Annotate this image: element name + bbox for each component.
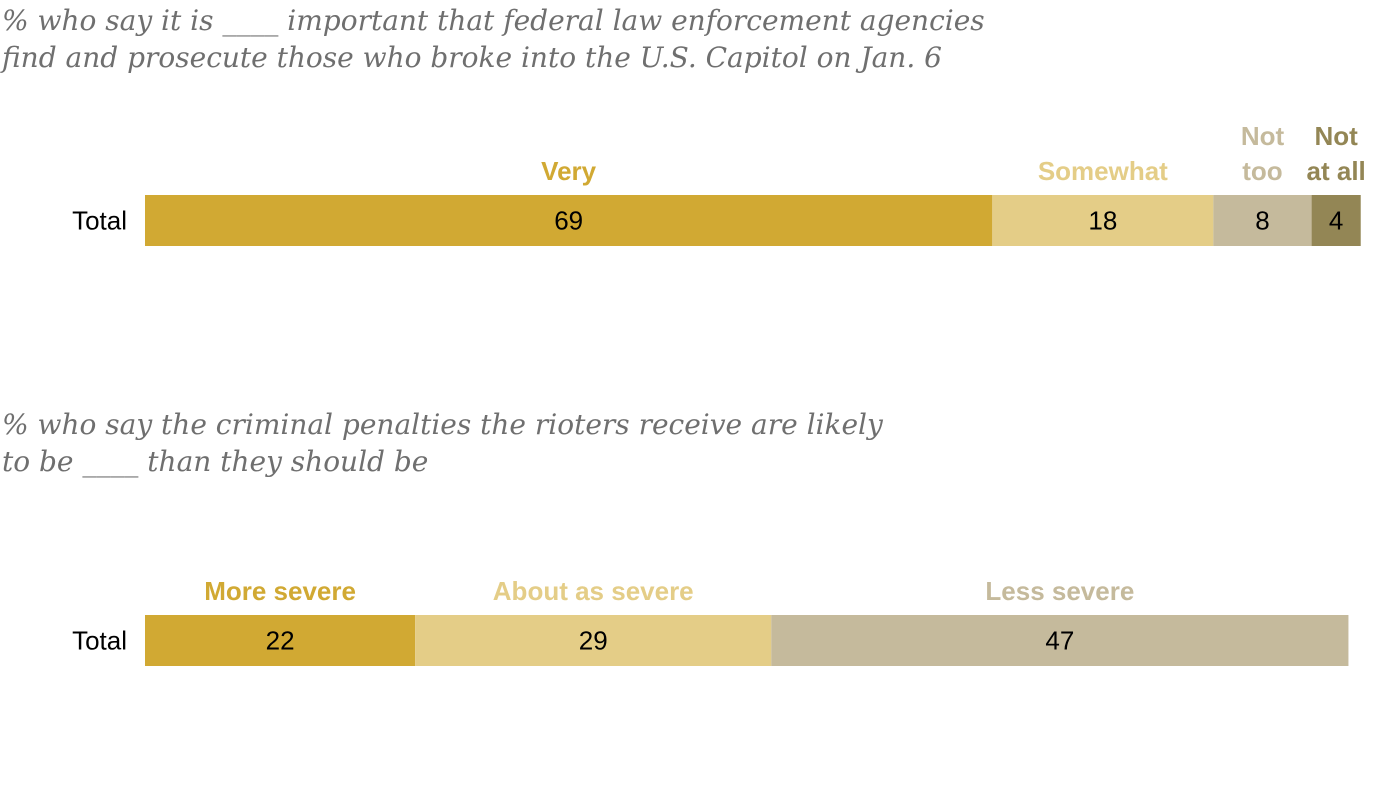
- bar-segment-more-severe: [145, 615, 416, 666]
- chart1-title-line2: find and prosecute those who broke into …: [2, 41, 942, 74]
- bar-segment-less-severe: [771, 615, 1349, 666]
- series-label-less-severe: Less severe: [985, 576, 1134, 606]
- series-label-very: Very: [541, 156, 596, 186]
- chart2-title-line2: to be ____ than they should be: [2, 445, 429, 478]
- chart2-title-line1: % who say the criminal penalties the rio…: [2, 408, 883, 441]
- bar-segment-not-too: [1213, 195, 1312, 246]
- row-label-total: Total: [72, 206, 127, 236]
- chart2-title: % who say the criminal penalties the rio…: [2, 406, 883, 480]
- chart2-stacked-bar: Total 22 More severe 29 About as severe 47 Les…: [72, 576, 1349, 666]
- data-label-not-too: 8: [1255, 206, 1269, 236]
- chart1-stacked-bar: Total 69 Very 18 Somewhat 8 Not too 4 Not at all: [72, 121, 1366, 246]
- series-label-more-severe: More severe: [204, 576, 356, 606]
- chart1-title-line1: % who say it is ____ important that fede…: [2, 4, 985, 37]
- data-label-about-as-severe: 29: [579, 626, 608, 656]
- data-label-less-severe: 47: [1045, 626, 1074, 656]
- chart1-title: % who say it is ____ important that fede…: [2, 2, 985, 76]
- series-label-about-as-severe: About as severe: [493, 576, 694, 606]
- series-label-not-at-all: Not at all: [1307, 121, 1366, 186]
- bar-segment-somewhat: [992, 195, 1214, 246]
- bar-segment-very: [145, 195, 993, 246]
- data-label-very: 69: [554, 206, 583, 236]
- data-label-not-at-all: 4: [1329, 206, 1343, 236]
- series-label-not-too: Not too: [1241, 121, 1285, 186]
- row-label-total: Total: [72, 626, 127, 656]
- data-label-somewhat: 18: [1088, 206, 1117, 236]
- data-label-more-severe: 22: [266, 626, 295, 656]
- series-label-somewhat: Somewhat: [1038, 156, 1168, 186]
- bar-segment-not-at-all: [1311, 195, 1361, 246]
- bar-segment-about-as-severe: [415, 615, 772, 666]
